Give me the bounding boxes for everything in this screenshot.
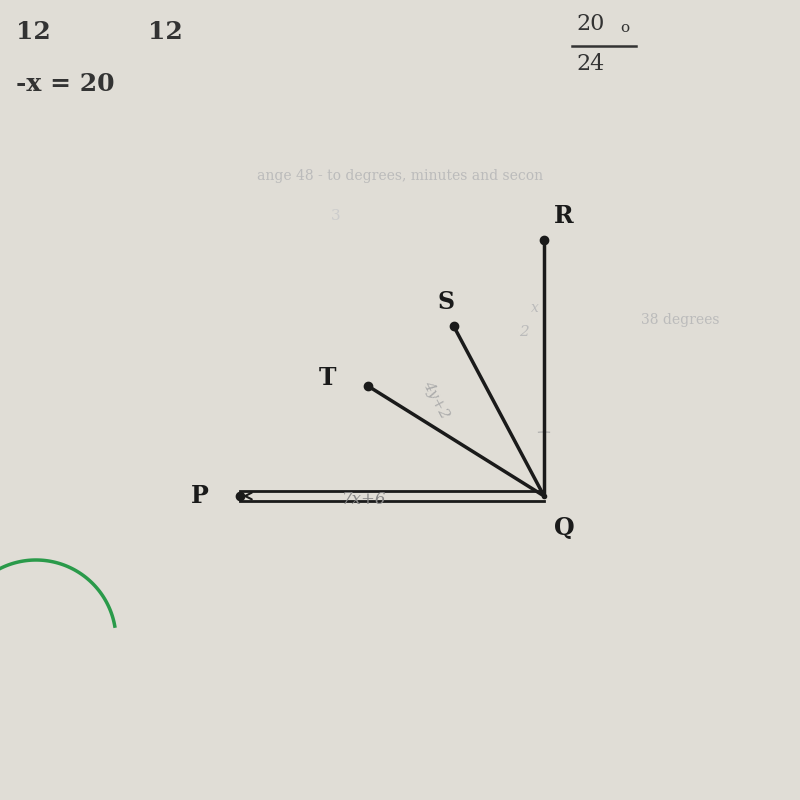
Text: 12: 12 <box>148 20 182 44</box>
Text: 2: 2 <box>519 325 529 339</box>
Text: ange 48 - to degrees, minutes and secon: ange 48 - to degrees, minutes and secon <box>257 169 543 183</box>
Text: T: T <box>319 366 336 390</box>
Text: o: o <box>620 21 629 35</box>
Text: R: R <box>554 204 574 228</box>
Text: -x = 20: -x = 20 <box>16 72 114 96</box>
Text: x: x <box>530 301 538 315</box>
Text: 4y+2: 4y+2 <box>420 378 452 422</box>
Text: 24: 24 <box>576 53 604 75</box>
Text: P: P <box>191 484 209 508</box>
Text: S: S <box>438 290 454 314</box>
Text: 12: 12 <box>16 20 50 44</box>
Text: 7x+6: 7x+6 <box>342 491 386 509</box>
Text: 3: 3 <box>331 209 341 223</box>
Text: 38 degrees: 38 degrees <box>641 313 719 327</box>
Text: 20: 20 <box>576 13 604 35</box>
Text: Q: Q <box>554 516 574 540</box>
